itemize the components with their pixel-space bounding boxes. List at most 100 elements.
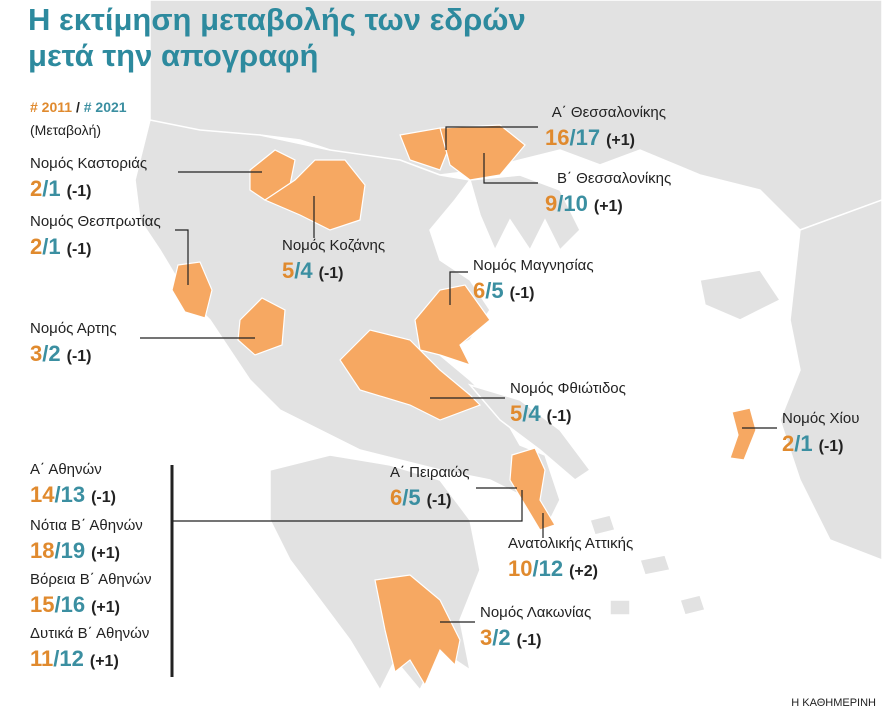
thessaloniki-a — [399, 127, 451, 171]
seats-2021: 16 — [61, 592, 85, 617]
seats-change: (-1) — [510, 285, 535, 302]
seats-change: (-1) — [517, 632, 542, 649]
title-line: Η εκτίμηση μεταβολής των εδρών — [28, 2, 526, 37]
seats-separator: / — [54, 482, 60, 507]
cyclades — [589, 514, 706, 616]
leader-line — [445, 126, 538, 150]
region-name: Βόρεια Β΄ Αθηνών — [30, 571, 151, 588]
seats-change: (+1) — [90, 653, 119, 670]
region-seats: 3/2 (-1) — [480, 625, 542, 650]
leader-line — [172, 490, 523, 522]
region-seats: 11/12 (+1) — [30, 646, 119, 671]
region-seats: 5/4 (-1) — [510, 401, 572, 426]
seats-change: (+2) — [569, 563, 598, 580]
seats-2011: 2 — [30, 176, 42, 201]
seats-2021: 5 — [408, 485, 420, 510]
seats-2011: 15 — [30, 592, 54, 617]
seats-2011: 18 — [30, 538, 54, 563]
leader-line — [483, 153, 538, 184]
euboea — [467, 383, 592, 481]
turkey-coast — [779, 199, 882, 561]
region-seats: 16/17 (+1) — [545, 125, 635, 150]
leader-line — [449, 271, 468, 305]
chios — [729, 407, 757, 461]
seats-separator: / — [402, 485, 408, 510]
seats-2021: 4 — [300, 258, 313, 283]
region-name: Νομός Κοζάνης — [282, 237, 385, 254]
seats-change: (-1) — [819, 438, 844, 455]
region-seats: 2/1 (-1) — [30, 176, 92, 201]
seats-separator: / — [53, 646, 59, 671]
seats-2021: 12 — [539, 556, 563, 581]
region-name: Δυτικά Β΄ Αθηνών — [30, 625, 149, 642]
region-name: Α΄ Θεσσαλονίκης — [552, 104, 666, 121]
region-seats: 10/12 (+2) — [508, 556, 598, 581]
seats-2021: 12 — [59, 646, 83, 671]
seats-separator: / — [42, 234, 48, 259]
seats-separator: / — [522, 401, 528, 426]
seats-2021: 19 — [61, 538, 85, 563]
seats-2011: 9 — [545, 191, 557, 216]
seats-2021: 2 — [498, 625, 510, 650]
thessaloniki-b — [439, 124, 526, 181]
seats-separator: / — [42, 341, 48, 366]
region-name: Νομός Χίου — [782, 410, 859, 427]
seats-change: (-1) — [547, 408, 572, 425]
seats-change: (-1) — [67, 241, 92, 258]
arta — [237, 297, 286, 356]
region-name: Β΄ Θεσσαλονίκης — [557, 170, 671, 187]
legend: # 2011 / # 2021 — [30, 99, 127, 115]
kozani — [263, 159, 366, 231]
seats-2011: 11 — [30, 646, 53, 671]
thesprotia — [171, 261, 213, 319]
seats-2011: 6 — [473, 278, 485, 303]
region-seats: 5/4 (-1) — [282, 258, 344, 283]
seats-separator: / — [569, 125, 575, 150]
region-name: Ανατολικής Αττικής — [508, 535, 633, 552]
leader-line — [175, 229, 189, 285]
region-name: Νομός Καστοριάς — [30, 155, 147, 172]
seats-2011: 2 — [30, 234, 42, 259]
magnesia — [414, 284, 491, 367]
seats-change: (+1) — [91, 545, 120, 562]
seats-2021: 1 — [48, 176, 60, 201]
piraeus-attica — [509, 447, 556, 531]
region-name: Νομός Θεσπρωτίας — [30, 213, 161, 230]
source: Η ΚΑΘΗΜΕΡΙΝΗ — [791, 697, 876, 709]
legend-separator: / — [76, 99, 80, 115]
legend-note: (Μεταβολή) — [30, 122, 101, 138]
seats-separator: / — [294, 258, 300, 283]
seats-2021: 17 — [576, 125, 600, 150]
seats-separator: / — [532, 556, 538, 581]
seats-2021: 10 — [563, 191, 587, 216]
region-seats: 6/5 (-1) — [473, 278, 535, 303]
region-seats: 2/1 (-1) — [782, 431, 844, 456]
region-seats: 14/13 (-1) — [30, 482, 116, 507]
region-name: Νομός Αρτης — [30, 320, 117, 337]
seats-2021: 2 — [48, 341, 60, 366]
seats-2021: 4 — [528, 401, 541, 426]
seats-change: (+1) — [606, 132, 635, 149]
seats-change: (-1) — [319, 265, 344, 282]
region-seats: 15/16 (+1) — [30, 592, 120, 617]
seats-separator: / — [557, 191, 563, 216]
seats-separator: / — [794, 431, 800, 456]
seats-change: (+1) — [91, 599, 120, 616]
legend-2011: # 2011 — [30, 99, 72, 115]
region-name: Α΄ Πειραιώς — [390, 464, 470, 481]
seats-2011: 16 — [545, 125, 569, 150]
mainland — [134, 119, 561, 532]
seats-change: (+1) — [594, 198, 623, 215]
region-name: Νομός Λακωνίας — [480, 604, 591, 621]
region-name: Α΄ Αθηνών — [30, 461, 102, 478]
region-name: Νότια Β΄ Αθηνών — [30, 517, 143, 534]
lesvos — [699, 269, 782, 321]
seats-separator: / — [42, 176, 48, 201]
seats-2011: 5 — [282, 258, 294, 283]
seats-change: (-1) — [67, 183, 92, 200]
region-seats: 2/1 (-1) — [30, 234, 92, 259]
title-line: μετά την απογραφή — [28, 38, 318, 73]
seats-separator: / — [54, 538, 60, 563]
seats-2021: 1 — [48, 234, 60, 259]
